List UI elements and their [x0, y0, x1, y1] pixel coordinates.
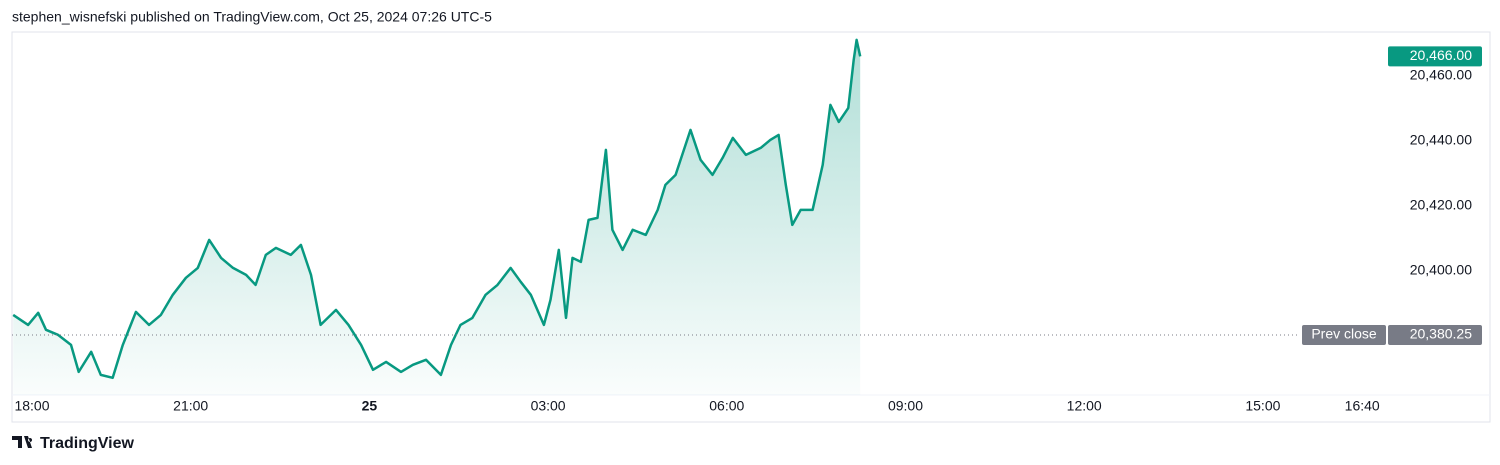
x-tick-label: 21:00 — [173, 398, 208, 414]
x-tick-label: 03:00 — [531, 398, 566, 414]
y-tick-label: 20,440.00 — [1410, 132, 1472, 148]
x-tick-label: 16:40 — [1345, 398, 1380, 414]
prev-close-name: Prev close — [1311, 326, 1377, 342]
logo: TradingView — [12, 435, 135, 452]
header-text: stephen_wisnefski published on TradingVi… — [12, 9, 492, 25]
x-tick-label: 18:00 — [14, 398, 49, 414]
y-tick-label: 20,420.00 — [1410, 197, 1472, 213]
x-tick-label: 09:00 — [888, 398, 923, 414]
chart-frame — [11, 31, 1491, 423]
last-price-label: 20,466.00 — [1410, 47, 1472, 63]
logo-text: TradingView — [40, 435, 135, 452]
x-tick-label: 06:00 — [709, 398, 744, 414]
y-tick-label: 20,460.00 — [1410, 67, 1472, 83]
last-price-tag — [1388, 46, 1482, 67]
x-tick-label: 12:00 — [1067, 398, 1102, 414]
x-tick-label: 15:00 — [1245, 398, 1280, 414]
prev-close-label: 20,380.25 — [1410, 326, 1472, 342]
logo-icon — [12, 436, 33, 448]
prev-close-tag — [1388, 325, 1482, 346]
y-tick-label: 20,400.00 — [1410, 262, 1472, 278]
area-fill — [13, 39, 861, 396]
price-line — [12, 38, 862, 380]
x-tick-label: 25 — [362, 398, 378, 414]
prev-close-name-tag — [1302, 325, 1386, 346]
